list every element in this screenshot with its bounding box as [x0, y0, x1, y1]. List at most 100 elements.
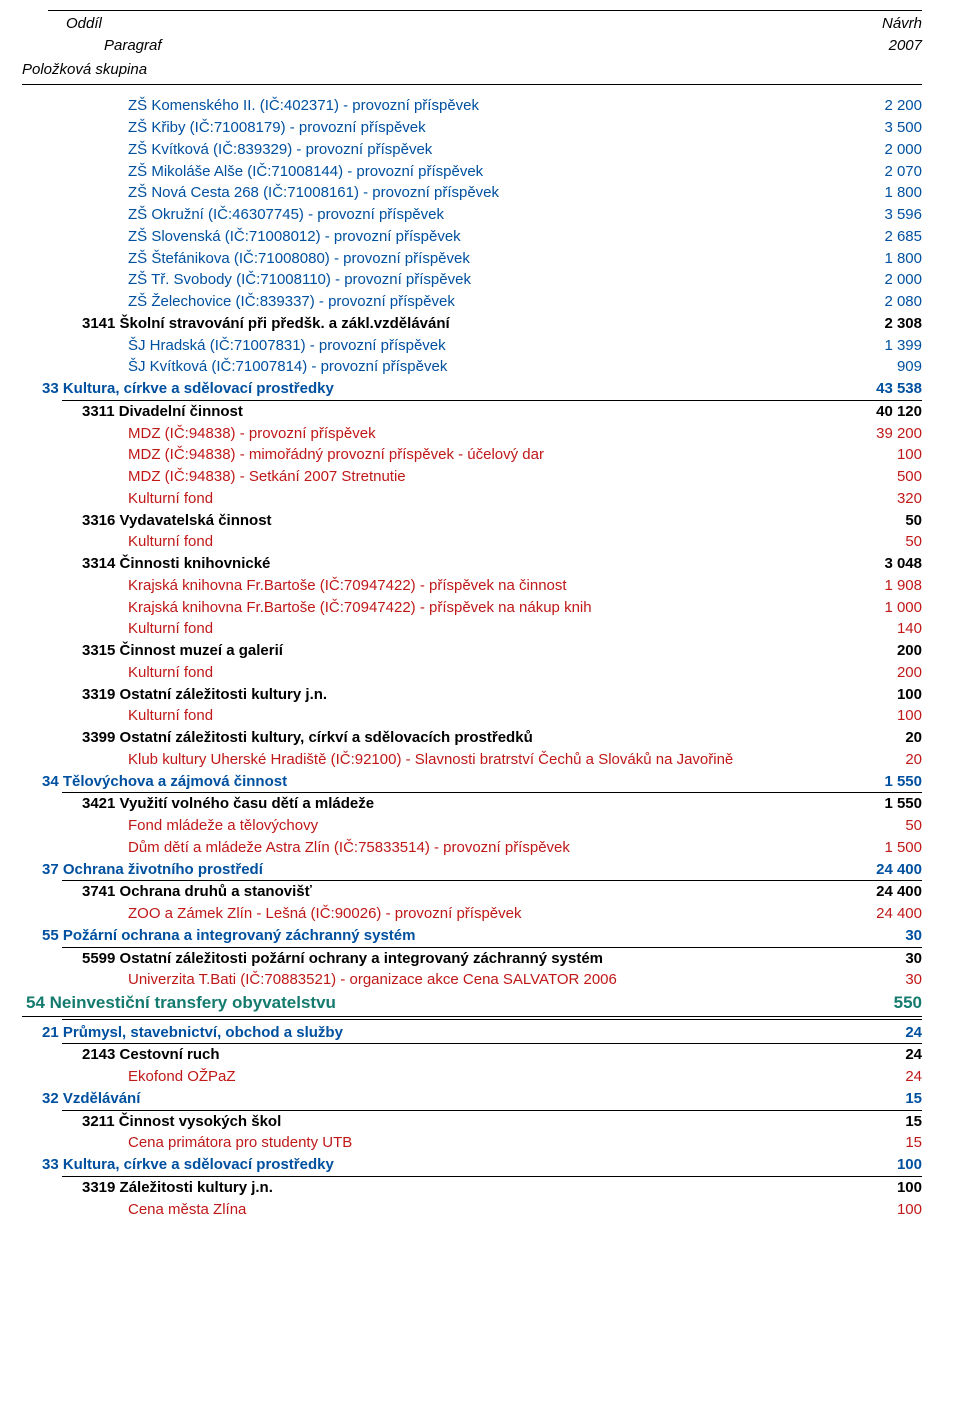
row-label: 3314 Činnosti knihovnické [82, 553, 852, 575]
row-label: 33 Kultura, církve a sdělovací prostředk… [42, 378, 852, 400]
row-value: 550 [852, 991, 922, 1016]
budget-row: 32 Vzdělávání15 [22, 1088, 922, 1110]
budget-row: ZŠ Okružní (IČ:46307745) - provozní přís… [22, 204, 922, 226]
budget-row: ZOO a Zámek Zlín - Lešná (IČ:90026) - pr… [22, 903, 922, 925]
row-label: Dům dětí a mládeže Astra Zlín (IČ:758335… [128, 837, 852, 859]
budget-row: 5599 Ostatní záležitosti požární ochrany… [22, 948, 922, 970]
row-value: 1 000 [852, 597, 922, 619]
budget-row: 3311 Divadelní činnost40 120 [22, 401, 922, 423]
row-label: 3421 Využití volného času dětí a mládeže [82, 793, 852, 815]
row-label: Fond mládeže a tělovýchovy [128, 815, 852, 837]
row-value: 200 [852, 640, 922, 662]
budget-row: Fond mládeže a tělovýchovy50 [22, 815, 922, 837]
row-value: 2 000 [852, 269, 922, 291]
row-label: ŠJ Hradská (IČ:71007831) - provozní přís… [128, 335, 852, 357]
row-label: MDZ (IČ:94838) - mimořádný provozní přís… [128, 444, 852, 466]
row-label: 55 Požární ochrana a integrovaný záchran… [42, 925, 852, 947]
row-value: 1 550 [852, 771, 922, 793]
row-label: 5599 Ostatní záležitosti požární ochrany… [82, 948, 852, 970]
budget-row: 2143 Cestovní ruch24 [22, 1044, 922, 1066]
row-label: Kulturní fond [128, 618, 852, 640]
row-label: ZOO a Zámek Zlín - Lešná (IČ:90026) - pr… [128, 903, 852, 925]
row-label: ŠJ Kvítková (IČ:71007814) - provozní pří… [128, 356, 852, 378]
header-oddil-label: Oddíl [66, 13, 102, 35]
budget-row: 33 Kultura, církve a sdělovací prostředk… [22, 1154, 922, 1176]
row-value: 100 [852, 705, 922, 727]
budget-row: 3399 Ostatní záležitosti kultury, církví… [22, 727, 922, 749]
budget-row: Kulturní fond200 [22, 662, 922, 684]
row-value: 200 [852, 662, 922, 684]
row-value: 2 080 [852, 291, 922, 313]
row-value: 24 [852, 1066, 922, 1088]
row-label: ZŠ Želechovice (IČ:839337) - provozní př… [128, 291, 852, 313]
row-value: 320 [852, 488, 922, 510]
budget-row: Krajská knihovna Fr.Bartoše (IČ:70947422… [22, 575, 922, 597]
row-value: 50 [852, 510, 922, 532]
row-value: 100 [852, 1177, 922, 1199]
row-value: 15 [852, 1088, 922, 1110]
budget-row: MDZ (IČ:94838) - Setkání 2007 Stretnutie… [22, 466, 922, 488]
row-value: 15 [852, 1132, 922, 1154]
budget-row: ŠJ Kvítková (IČ:71007814) - provozní pří… [22, 356, 922, 378]
row-label: 3319 Záležitosti kultury j.n. [82, 1177, 852, 1199]
budget-row: 34 Tělovýchova a zájmová činnost1 550 [22, 771, 922, 793]
row-value: 500 [852, 466, 922, 488]
row-label: 3311 Divadelní činnost [82, 401, 852, 423]
page: Oddíl Návrh Paragraf 2007 Položková skup… [0, 0, 960, 1250]
budget-row: 3741 Ochrana druhů a stanovišť24 400 [22, 881, 922, 903]
row-label: ZŠ Tř. Svobody (IČ:71008110) - provozní … [128, 269, 852, 291]
row-label: ZŠ Mikoláše Alše (IČ:71008144) - provozn… [128, 161, 852, 183]
row-label: ZŠ Komenského II. (IČ:402371) - provozní… [128, 95, 852, 117]
budget-row: Kulturní fond50 [22, 531, 922, 553]
row-label: 37 Ochrana životního prostředí [42, 859, 852, 881]
row-label: MDZ (IČ:94838) - provozní příspěvek [128, 423, 852, 445]
row-value: 24 [852, 1022, 922, 1044]
row-label: 3316 Vydavatelská činnost [82, 510, 852, 532]
header-navrh-label: Návrh [882, 13, 922, 35]
budget-row: ZŠ Kvítková (IČ:839329) - provozní přísp… [22, 139, 922, 161]
row-value: 1 399 [852, 335, 922, 357]
budget-row: 3316 Vydavatelská činnost50 [22, 510, 922, 532]
row-label: ZŠ Kvítková (IČ:839329) - provozní přísp… [128, 139, 852, 161]
row-value: 50 [852, 815, 922, 837]
budget-row: MDZ (IČ:94838) - provozní příspěvek39 20… [22, 423, 922, 445]
row-value: 20 [852, 727, 922, 749]
row-value: 1 800 [852, 182, 922, 204]
budget-row: 3315 Činnost muzeí a galerií200 [22, 640, 922, 662]
row-value: 2 200 [852, 95, 922, 117]
row-value: 24 400 [852, 903, 922, 925]
row-label: Cena primátora pro studenty UTB [128, 1132, 852, 1154]
budget-row: Cena primátora pro studenty UTB15 [22, 1132, 922, 1154]
row-value: 909 [852, 356, 922, 378]
budget-row: Cena města Zlína100 [22, 1199, 922, 1221]
header-year-label: 2007 [889, 35, 922, 57]
row-label: 34 Tělovýchova a zájmová činnost [42, 771, 852, 793]
row-label: Univerzita T.Bati (IČ:70883521) - organi… [128, 969, 852, 991]
budget-row: 3211 Činnost vysokých škol15 [22, 1111, 922, 1133]
header-top-rule [48, 10, 922, 11]
budget-row: 3141 Školní stravování při předšk. a zák… [22, 313, 922, 335]
budget-row: Krajská knihovna Fr.Bartoše (IČ:70947422… [22, 597, 922, 619]
budget-row: Klub kultury Uherské Hradiště (IČ:92100)… [22, 749, 922, 771]
row-value: 20 [852, 749, 922, 771]
row-value: 30 [852, 948, 922, 970]
row-value: 24 400 [852, 881, 922, 903]
budget-row: Dům dětí a mládeže Astra Zlín (IČ:758335… [22, 837, 922, 859]
row-value: 3 596 [852, 204, 922, 226]
budget-row: Univerzita T.Bati (IČ:70883521) - organi… [22, 969, 922, 991]
row-value: 140 [852, 618, 922, 640]
row-value: 39 200 [852, 423, 922, 445]
row-label: Krajská knihovna Fr.Bartoše (IČ:70947422… [128, 597, 852, 619]
budget-rows: ZŠ Komenského II. (IČ:402371) - provozní… [22, 95, 922, 1220]
budget-row: Kulturní fond320 [22, 488, 922, 510]
row-value: 3 048 [852, 553, 922, 575]
budget-row: 37 Ochrana životního prostředí24 400 [22, 859, 922, 881]
row-label: Kulturní fond [128, 531, 852, 553]
budget-row: MDZ (IČ:94838) - mimořádný provozní přís… [22, 444, 922, 466]
row-label: 21 Průmysl, stavebnictví, obchod a služb… [42, 1022, 852, 1044]
budget-row: ZŠ Komenského II. (IČ:402371) - provozní… [22, 95, 922, 117]
row-value: 24 [852, 1044, 922, 1066]
row-label: Cena města Zlína [128, 1199, 852, 1221]
row-value: 2 070 [852, 161, 922, 183]
row-value: 1 908 [852, 575, 922, 597]
